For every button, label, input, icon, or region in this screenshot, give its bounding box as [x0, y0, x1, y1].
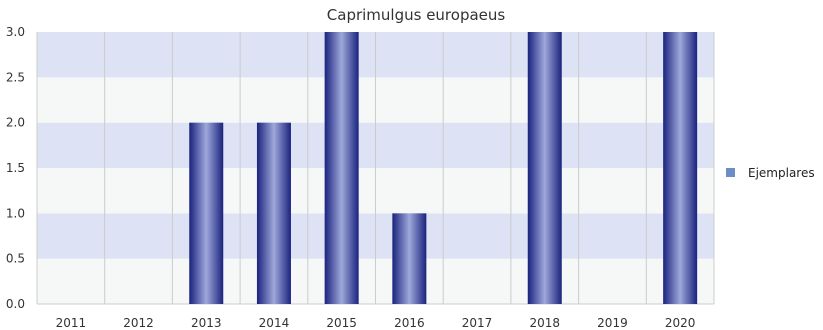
x-tick-label: 2020: [665, 316, 696, 330]
bar-2015: [324, 32, 359, 304]
y-tick-label: 1.5: [6, 161, 25, 175]
y-tick-label: 0.0: [6, 297, 25, 311]
vertical-gridlines: [36, 32, 715, 305]
chart-title: Caprimulgus europaeus: [327, 6, 506, 24]
y-axis-ticks: 0.0 0.5 1.0 1.5 2.0 2.5 3.0: [6, 25, 25, 311]
bars: [189, 32, 698, 305]
x-tick-label: 2015: [326, 316, 357, 330]
bar-2020: [663, 32, 698, 304]
y-tick-label: 1.0: [6, 206, 25, 220]
y-tick-label: 0.5: [6, 252, 25, 266]
y-tick-label: 2.5: [6, 70, 25, 84]
x-tick-label: 2012: [123, 316, 154, 330]
legend-swatch: [726, 168, 735, 177]
x-tick-label: 2016: [394, 316, 425, 330]
x-tick-label: 2017: [462, 316, 493, 330]
x-tick-label: 2014: [259, 316, 290, 330]
y-tick-label: 2.0: [6, 116, 25, 130]
bar-2014: [256, 122, 291, 305]
legend-label: Ejemplares: [748, 166, 815, 180]
bar-2013: [189, 122, 224, 305]
x-axis-ticks: 2011 2012 2013 2014 2015 2016 2017 2018 2019 2020: [56, 316, 696, 330]
x-tick-label: 2011: [56, 316, 87, 330]
legend: Ejemplares: [726, 166, 815, 180]
x-tick-label: 2018: [529, 316, 560, 330]
y-tick-label: 3.0: [6, 25, 25, 39]
bar-2016: [392, 213, 427, 304]
bar-2018: [527, 32, 562, 304]
x-tick-label: 2013: [191, 316, 222, 330]
x-tick-label: 2019: [597, 316, 628, 330]
